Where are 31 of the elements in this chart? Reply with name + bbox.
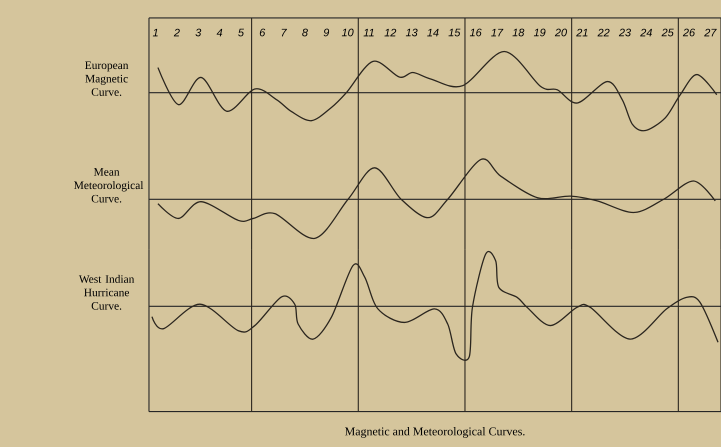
x-tick-label: 13 <box>406 28 418 36</box>
text: Magnetic and Meteorological Curves. <box>345 426 525 438</box>
x-tick-label: 15 <box>448 28 460 36</box>
x-tick-label: 12 <box>384 28 396 36</box>
x-tick-label: 3 <box>195 28 202 36</box>
x-tick-label: 1 <box>152 28 158 36</box>
x-tick-label: 11 <box>364 28 374 36</box>
x-tick-label: 24 <box>640 28 652 36</box>
x-tick-label: 27 <box>704 28 717 36</box>
x-tick-label: 26 <box>682 28 696 36</box>
x-tick-label: 20 <box>554 28 567 36</box>
x-tick-label: 10 <box>342 28 354 36</box>
series-label: West Indian Hurricane Curve. <box>78 274 134 310</box>
x-tick-label: 17 <box>491 28 504 36</box>
x-tick-label: 5 <box>238 28 244 36</box>
x-tick-label: 21 <box>576 28 588 36</box>
x-tick-label: 22 <box>598 28 610 36</box>
x-tick-label: 16 <box>470 28 482 36</box>
x-tick-label: 25 <box>662 28 674 36</box>
x-tick-label: 6 <box>260 28 266 36</box>
x-tick-label: 4 <box>216 28 222 36</box>
x-tick-label: 8 <box>302 28 308 36</box>
x-tick-label: 18 <box>512 28 524 36</box>
x-tick-label: 23 <box>618 28 631 36</box>
series-label: Mean Meteorological Curve. <box>74 168 144 202</box>
x-tick-label: 14 <box>427 28 439 36</box>
x-tick-label: 7 <box>282 28 287 36</box>
x-tick-label: 2 <box>174 28 180 36</box>
x-tick-label: 9 <box>324 28 330 36</box>
text: European Magnetic Curve. <box>85 61 128 96</box>
x-tick-label: 19 <box>534 28 546 36</box>
